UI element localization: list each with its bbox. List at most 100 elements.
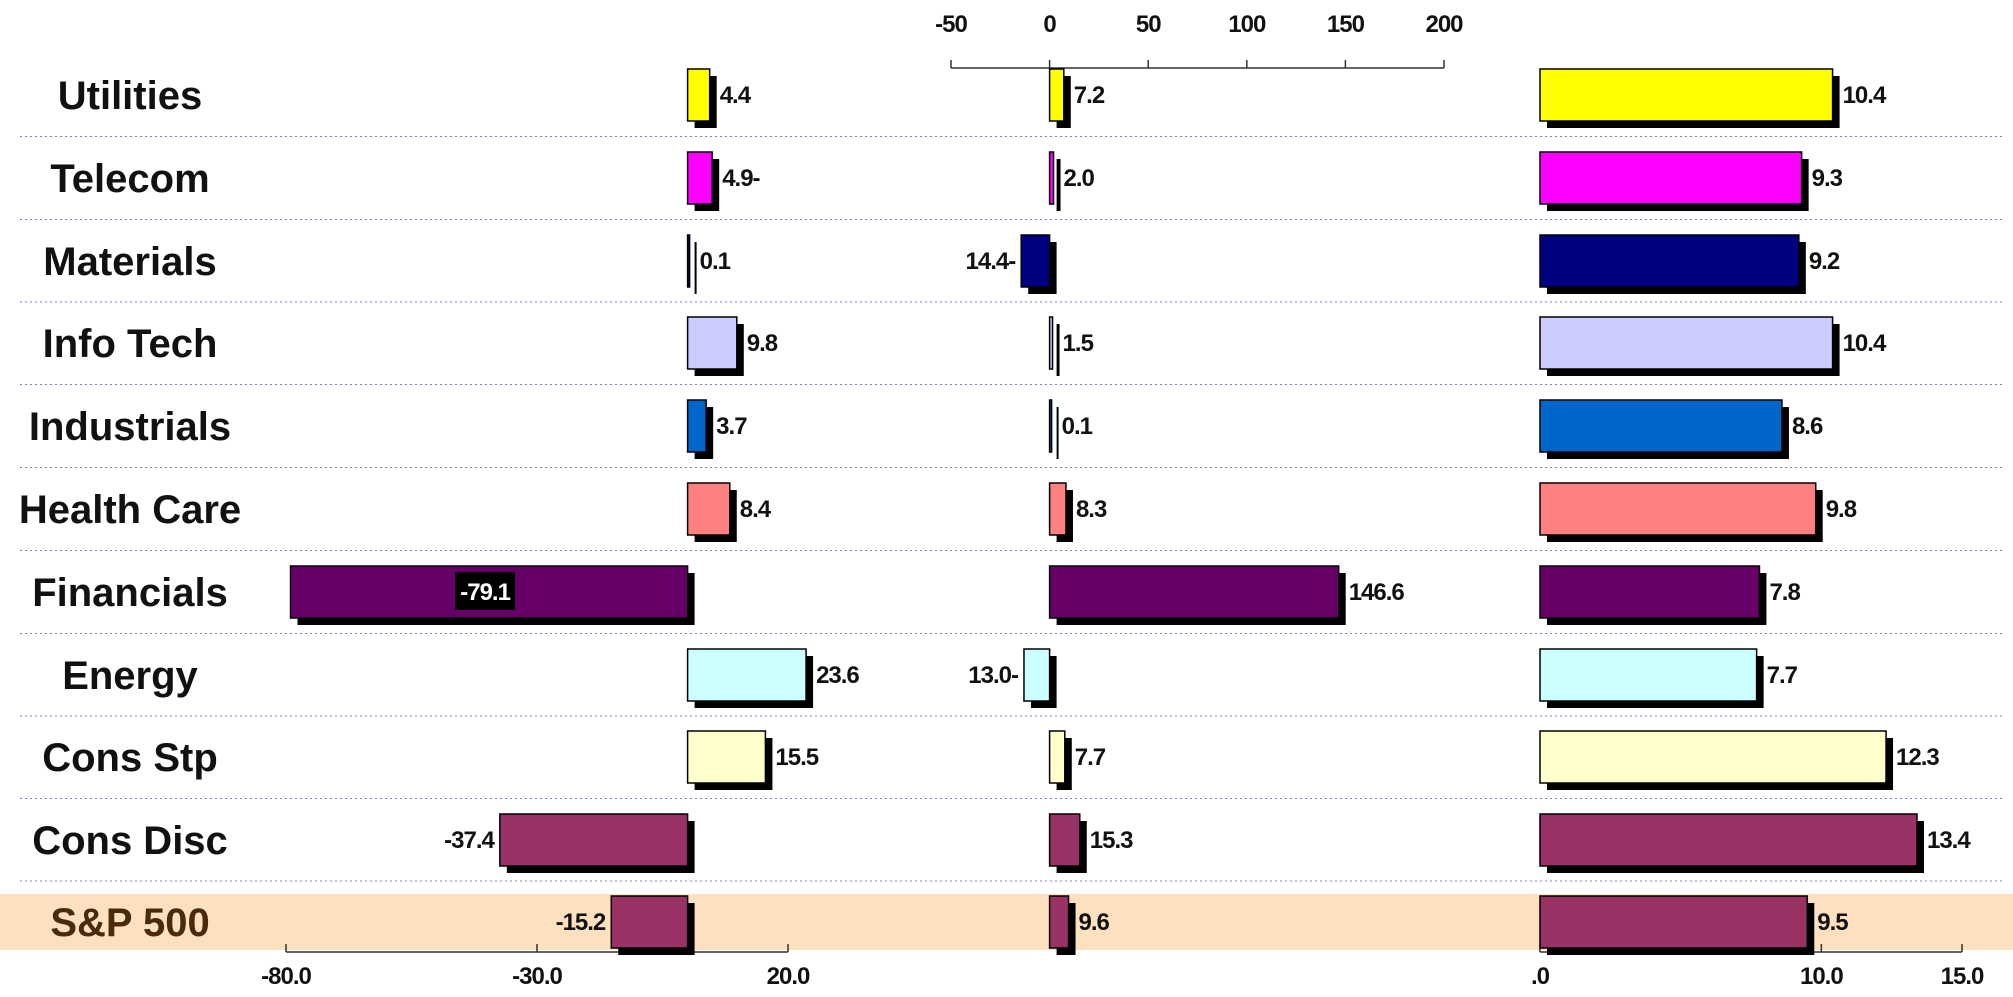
middle-tick-label: 0 [1043, 11, 1056, 38]
left-bar-financials-label-bg [455, 572, 516, 610]
left-bar-cons-stp-label: 15.5 [775, 744, 818, 771]
left-bar-cons-stp [686, 730, 767, 784]
middle-bar-industrials-label: 0.1 [1062, 413, 1093, 440]
middle-bar-materials [1020, 234, 1051, 288]
middle-bar-energy [1023, 648, 1051, 702]
category-label-industrials: Industrials [29, 405, 231, 449]
left-bar-utilities [686, 68, 711, 122]
right-bar-cons-stp [1539, 730, 1887, 784]
category-labels: Utilities Telecom Materials Info Tech Indust… [19, 74, 241, 945]
right-tick-label: 10.0 [1800, 963, 1843, 990]
left-bar-sandp-500 [610, 895, 689, 949]
left-bar-industrials [686, 399, 707, 453]
middle-bar-health-care-label: 8.3 [1076, 496, 1107, 523]
middle-bar-info-tech-shadow [1056, 324, 1060, 376]
right-bar-health-care-label: 9.8 [1826, 496, 1857, 523]
middle-panel: -50 0 50 100 150 200 7.2 2.0 14.4- 1.5 0.1 8.3 146.6… [935, 11, 1464, 955]
left-bar-info-tech-label: 9.8 [747, 330, 778, 357]
left-tick-label: 20.0 [767, 963, 810, 990]
left-tick-label: -30.0 [512, 963, 562, 990]
middle-bar-financials [1048, 565, 1340, 619]
right-bar-utilities [1539, 68, 1834, 122]
middle-tick-label: 50 [1136, 11, 1161, 38]
left-bar-telecom [686, 151, 713, 205]
right-bar-energy-label: 7.7 [1767, 662, 1798, 689]
right-bar-telecom [1539, 151, 1803, 205]
middle-tick-label: -50 [935, 11, 967, 38]
row-separators [20, 136, 2005, 882]
middle-bar-telecom-shadow [1056, 159, 1061, 211]
left-panel: -80.0 -30.0 20.0 4.4 4.9- 0.1 9.8 3.7 8.4 -79.1 23… [261, 68, 860, 990]
left-bar-materials-shadow [694, 242, 697, 294]
middle-tick-label: 200 [1425, 11, 1463, 38]
left-bar-energy [686, 648, 807, 702]
category-label-health-care: Health Care [19, 488, 241, 532]
left-tick-label: -80.0 [261, 963, 311, 990]
left-bar-utilities-label: 4.4 [720, 82, 752, 109]
right-bars: 10.4 9.3 9.2 10.4 8.6 9.8 7.8 7.7 12.3 13.4 9.5 [1539, 68, 1972, 955]
right-panel: .0 10.0 15.0 10.4 9.3 9.2 10.4 8.6 9.8 7.8 7.7 12.3… [1531, 68, 1985, 990]
middle-axis: -50 0 50 100 150 200 [935, 11, 1464, 69]
category-label-cons-stp: Cons Stp [42, 736, 218, 780]
middle-bar-cons-stp-label: 7.7 [1075, 744, 1106, 771]
middle-bars: 7.2 2.0 14.4- 1.5 0.1 8.3 146.6 13.0- 7.7 15.3 9.6 [966, 68, 1405, 955]
middle-bar-health-care [1048, 482, 1067, 536]
left-bar-materials [686, 234, 691, 288]
right-bar-materials-label: 9.2 [1809, 248, 1840, 275]
middle-bar-industrials-shadow [1056, 407, 1059, 459]
middle-bar-cons-stp [1048, 730, 1066, 784]
right-bar-materials [1539, 234, 1800, 288]
middle-bar-materials-label: 14.4- [966, 248, 1017, 275]
left-bar-health-care-label: 8.4 [740, 496, 772, 523]
category-label-sandp-500: S&P 500 [50, 901, 209, 945]
right-bar-financials [1539, 565, 1761, 619]
left-bar-telecom-label: 4.9- [722, 165, 760, 192]
left-bar-materials-label: 0.1 [700, 248, 731, 275]
category-label-info-tech: Info Tech [43, 322, 218, 366]
right-bar-sandp-500 [1539, 895, 1809, 949]
middle-bar-telecom-label: 2.0 [1064, 165, 1095, 192]
middle-bar-sandp-500-label: 9.6 [1079, 909, 1110, 936]
category-label-utilities: Utilities [58, 74, 202, 118]
category-label-financials: Financials [32, 571, 228, 615]
right-bar-industrials-label: 8.6 [1792, 413, 1823, 440]
right-bar-cons-disc-label: 13.4 [1927, 827, 1971, 854]
middle-bar-info-tech-label: 1.5 [1063, 330, 1094, 357]
right-bar-cons-disc [1539, 813, 1918, 867]
left-bar-energy-label: 23.6 [816, 662, 859, 689]
right-tick-label: .0 [1531, 963, 1550, 990]
left-bar-health-care [686, 482, 731, 536]
category-label-energy: Energy [62, 654, 198, 698]
middle-bar-cons-disc [1048, 813, 1081, 867]
right-bar-health-care [1539, 482, 1817, 536]
left-bar-industrials-label: 3.7 [716, 413, 747, 440]
right-tick-label: 15.0 [1941, 963, 1984, 990]
left-axis: -80.0 -30.0 20.0 [261, 944, 811, 990]
left-bars: 4.4 4.9- 0.1 9.8 3.7 8.4 -79.1 23.6 15.5 -37.4 -15… [289, 68, 860, 955]
middle-tick-label: 150 [1327, 11, 1365, 38]
right-bar-info-tech-label: 10.4 [1843, 330, 1887, 357]
right-bar-financials-label: 7.8 [1769, 579, 1800, 606]
right-bar-info-tech [1539, 316, 1834, 370]
middle-bar-cons-disc-label: 15.3 [1090, 827, 1133, 854]
middle-bar-utilities-label: 7.2 [1074, 82, 1105, 109]
right-bar-industrials [1539, 399, 1783, 453]
right-bar-telecom-label: 9.3 [1812, 165, 1843, 192]
middle-bar-financials-label: 146.6 [1349, 579, 1405, 606]
middle-bar-utilities [1048, 68, 1065, 122]
category-label-cons-disc: Cons Disc [32, 819, 228, 863]
middle-bar-industrials [1048, 399, 1053, 453]
right-bar-sandp-500-label: 9.5 [1817, 909, 1848, 936]
category-label-telecom: Telecom [50, 157, 209, 201]
right-bar-cons-stp-label: 12.3 [1896, 744, 1939, 771]
middle-bar-info-tech [1048, 316, 1054, 370]
left-bar-sandp-500-label: -15.2 [556, 909, 606, 936]
middle-tick-label: 100 [1228, 11, 1266, 38]
middle-bar-energy-label: 13.0- [968, 662, 1019, 689]
category-label-materials: Materials [43, 240, 216, 284]
left-bar-cons-disc [499, 813, 689, 867]
middle-bar-sandp-500 [1048, 895, 1070, 949]
left-bar-info-tech [686, 316, 738, 370]
left-bar-financials-label: -79.1 [460, 579, 510, 606]
